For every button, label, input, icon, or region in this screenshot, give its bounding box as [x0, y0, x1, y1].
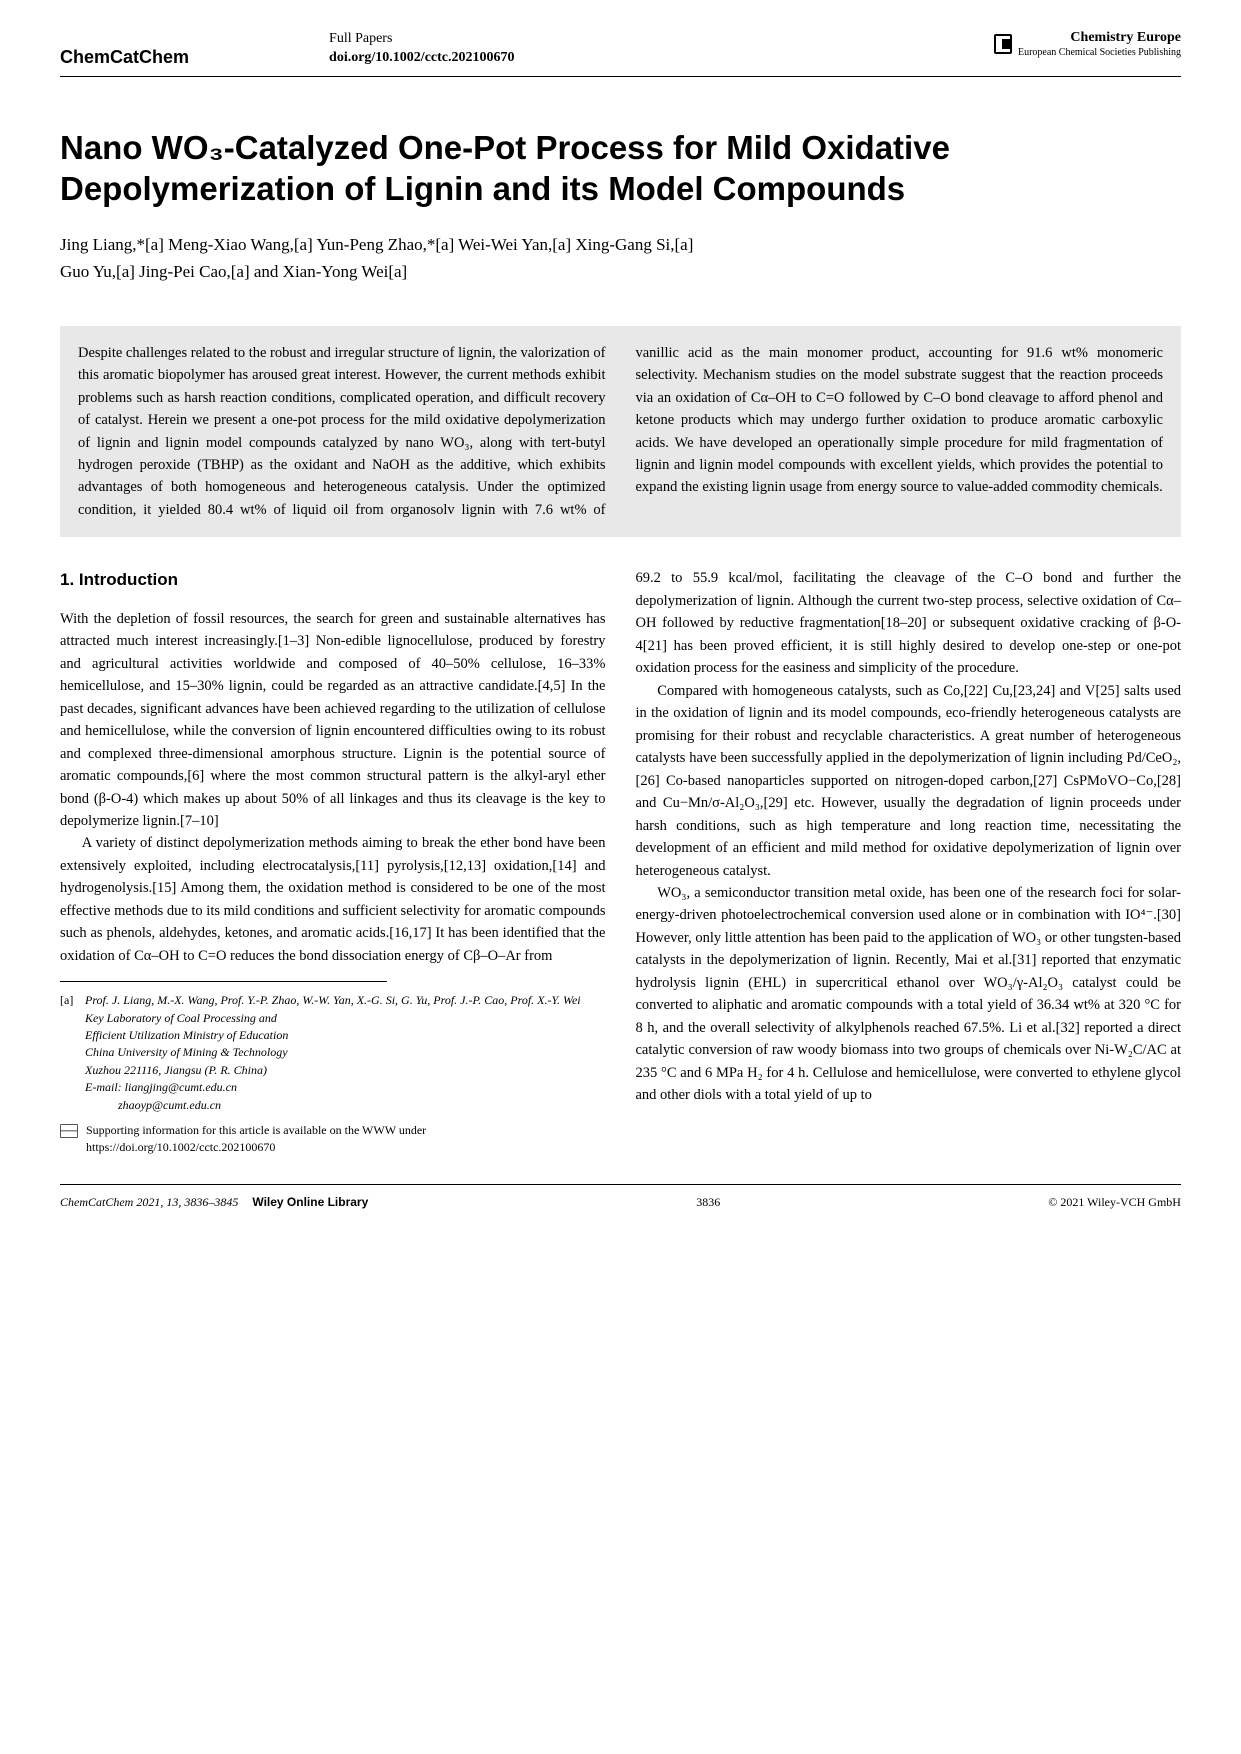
publisher-subtitle: European Chemical Societies Publishing [1018, 47, 1181, 59]
paragraph-5: WO₃, a semiconductor transition metal ox… [636, 882, 1182, 1107]
authors-line1: Jing Liang,*[a] Meng-Xiao Wang,[a] Yun-P… [60, 235, 693, 254]
doi-link[interactable]: doi.org/10.1002/cctc.202100670 [329, 49, 514, 68]
affiliation-email1[interactable]: E-mail: liangjing@cumt.edu.cn [85, 1080, 237, 1094]
supporting-info-text[interactable]: Supporting information for this article … [86, 1122, 606, 1156]
affiliation-email2[interactable]: zhaoyp@cumt.edu.cn [118, 1098, 221, 1112]
paragraph-4: Compared with homogeneous catalysts, suc… [636, 680, 1182, 882]
footer-left: ChemCatChem 2021, 13, 3836–3845 Wiley On… [60, 1195, 368, 1210]
paragraph-1: With the depletion of fossil resources, … [60, 608, 606, 833]
abstract: Despite challenges related to the robust… [60, 326, 1181, 538]
footer-copyright: © 2021 Wiley-VCH GmbH [1048, 1195, 1181, 1210]
affiliation-block: [a] Prof. J. Liang, M.-X. Wang, Prof. Y.… [60, 992, 606, 1155]
affiliation-label: [a] [60, 992, 82, 1009]
publisher-block: Chemistry Europe European Chemical Socie… [994, 30, 1181, 59]
paragraph-2: A variety of distinct depolymerization m… [60, 832, 606, 967]
supporting-info-icon [60, 1124, 78, 1138]
affiliation-names: Prof. J. Liang, M.-X. Wang, Prof. Y.-P. … [85, 993, 581, 1007]
header-left: ChemCatChem Full Papers doi.org/10.1002/… [60, 30, 515, 68]
footer-page-number: 3836 [696, 1195, 720, 1210]
affiliation-divider [60, 981, 387, 982]
section-1-heading: 1. Introduction [60, 567, 606, 593]
affiliation-line3: China University of Mining & Technology [85, 1045, 288, 1059]
authors-line2: Guo Yu,[a] Jing-Pei Cao,[a] and Xian-Yon… [60, 262, 407, 281]
footer-citation: ChemCatChem 2021, 13, 3836–3845 [60, 1195, 238, 1210]
affiliation-line2: Efficient Utilization Ministry of Educat… [85, 1028, 288, 1042]
publisher-logo-icon [994, 34, 1012, 54]
article-title: Nano WO₃-Catalyzed One-Pot Process for M… [60, 127, 1181, 210]
body-columns: 1. Introduction With the depletion of fo… [60, 567, 1181, 1155]
affiliation-line4: Xuzhou 221116, Jiangsu (P. R. China) [85, 1063, 267, 1077]
doi-block: Full Papers doi.org/10.1002/cctc.2021006… [329, 30, 514, 68]
header-bar: ChemCatChem Full Papers doi.org/10.1002/… [60, 30, 1181, 77]
affiliation-line1: Key Laboratory of Coal Processing and [85, 1011, 277, 1025]
paper-type: Full Papers [329, 30, 514, 49]
publisher-title: Chemistry Europe [1018, 30, 1181, 47]
author-list: Jing Liang,*[a] Meng-Xiao Wang,[a] Yun-P… [60, 231, 1181, 285]
footer-wol[interactable]: Wiley Online Library [252, 1195, 368, 1209]
paragraph-3: 69.2 to 55.9 kcal/mol, facilitating the … [636, 567, 1182, 679]
footer-bar: ChemCatChem 2021, 13, 3836–3845 Wiley On… [60, 1184, 1181, 1210]
journal-name: ChemCatChem [60, 47, 189, 68]
